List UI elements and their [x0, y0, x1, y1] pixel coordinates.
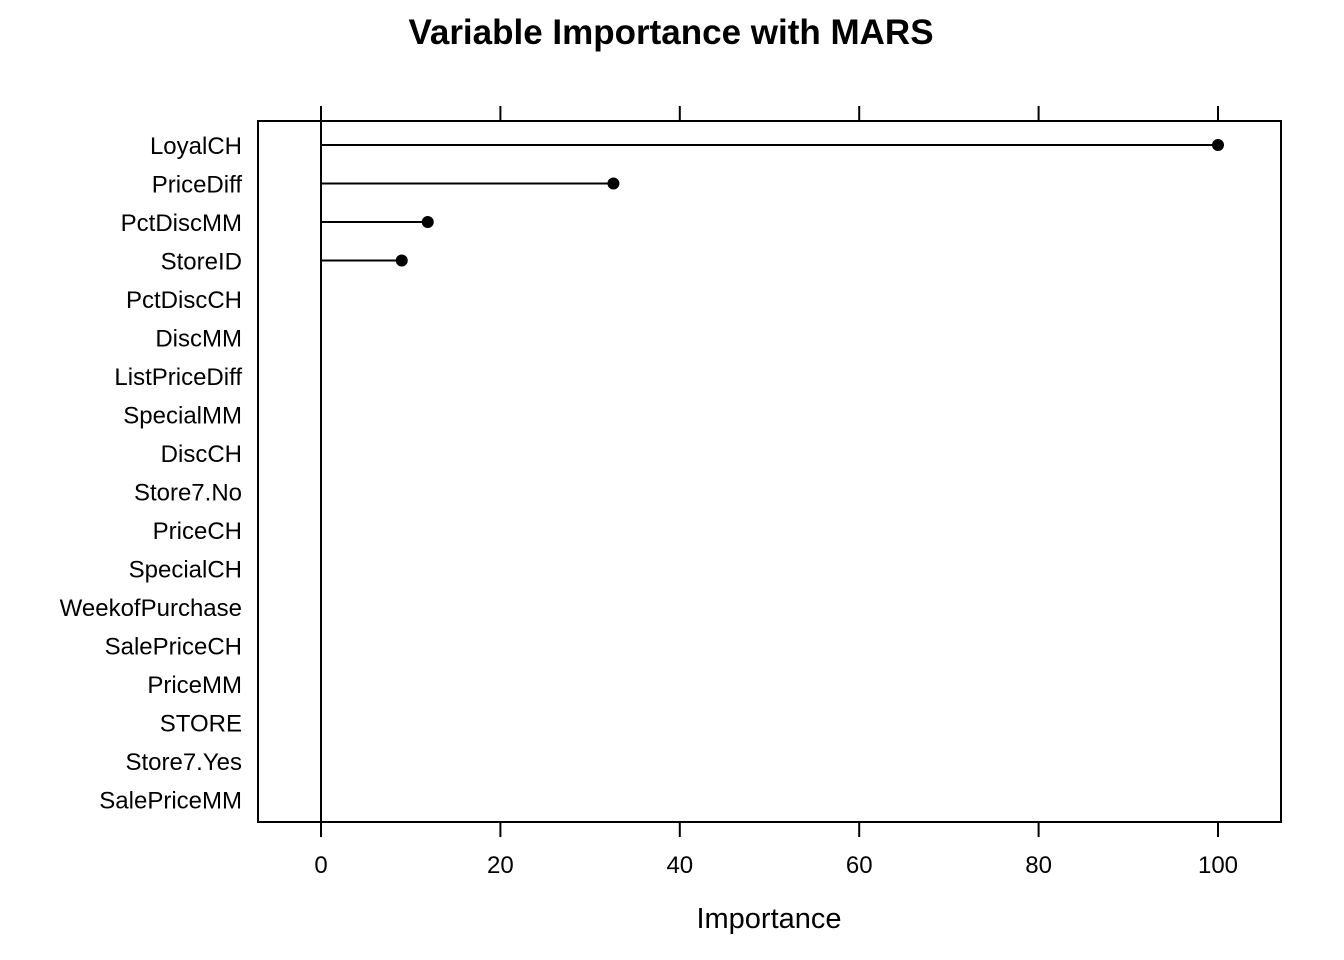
category-label-store7-yes: Store7.Yes: [125, 749, 242, 776]
x-ticks-top: [320, 106, 1219, 121]
category-label-pctdiscch: PctDiscCH: [126, 287, 242, 314]
category-label-pricech: PriceCH: [153, 518, 242, 545]
category-label-pricediff: PriceDiff: [152, 172, 243, 199]
category-label-weekofpurchase: WeekofPurchase: [60, 595, 242, 622]
x-tick-label-100: 100: [1198, 852, 1238, 879]
category-label-storeid: StoreID: [161, 249, 242, 276]
point-pricediff: [607, 177, 620, 190]
x-tick-label-80: 80: [1025, 852, 1052, 879]
category-label-salepricech: SalePriceCH: [105, 634, 242, 661]
point-loyalch: [1212, 139, 1224, 151]
x-tick-label-60: 60: [846, 852, 873, 879]
category-label-store7-no: Store7.No: [134, 480, 242, 507]
category-label-discmm: DiscMM: [155, 326, 242, 353]
category-label-specialmm: SpecialMM: [123, 403, 242, 430]
x-tick-label-20: 20: [487, 852, 514, 879]
category-label-discch: DiscCH: [161, 441, 242, 468]
category-label-pctdiscmm: PctDiscMM: [121, 210, 242, 237]
x-tick-label-0: 0: [314, 852, 327, 879]
x-axis-label: Importance: [696, 903, 841, 935]
point-storeid: [395, 254, 408, 267]
chart-title: Variable Importance with MARS: [408, 13, 933, 52]
category-label-salepricemm: SalePriceMM: [99, 788, 242, 815]
category-label-pricemm: PriceMM: [147, 672, 242, 699]
category-label-loyalch: LoyalCH: [150, 133, 242, 160]
point-pctdiscmm: [421, 216, 434, 228]
category-label-store: STORE: [160, 711, 242, 738]
category-label-listpricediff: ListPriceDiff: [114, 364, 242, 391]
x-ticks-bottom: [320, 822, 1219, 837]
x-tick-labels: 0 20 40 60 80 100: [314, 852, 1238, 879]
x-tick-label-40: 40: [666, 852, 693, 879]
category-label-specialch: SpecialCH: [129, 557, 242, 584]
lollipop-series: [321, 139, 1224, 267]
plot-frame: [257, 120, 1282, 823]
category-labels: LoyalCH PriceDiff PctDiscMM StoreID PctDiscC…: [60, 133, 243, 815]
